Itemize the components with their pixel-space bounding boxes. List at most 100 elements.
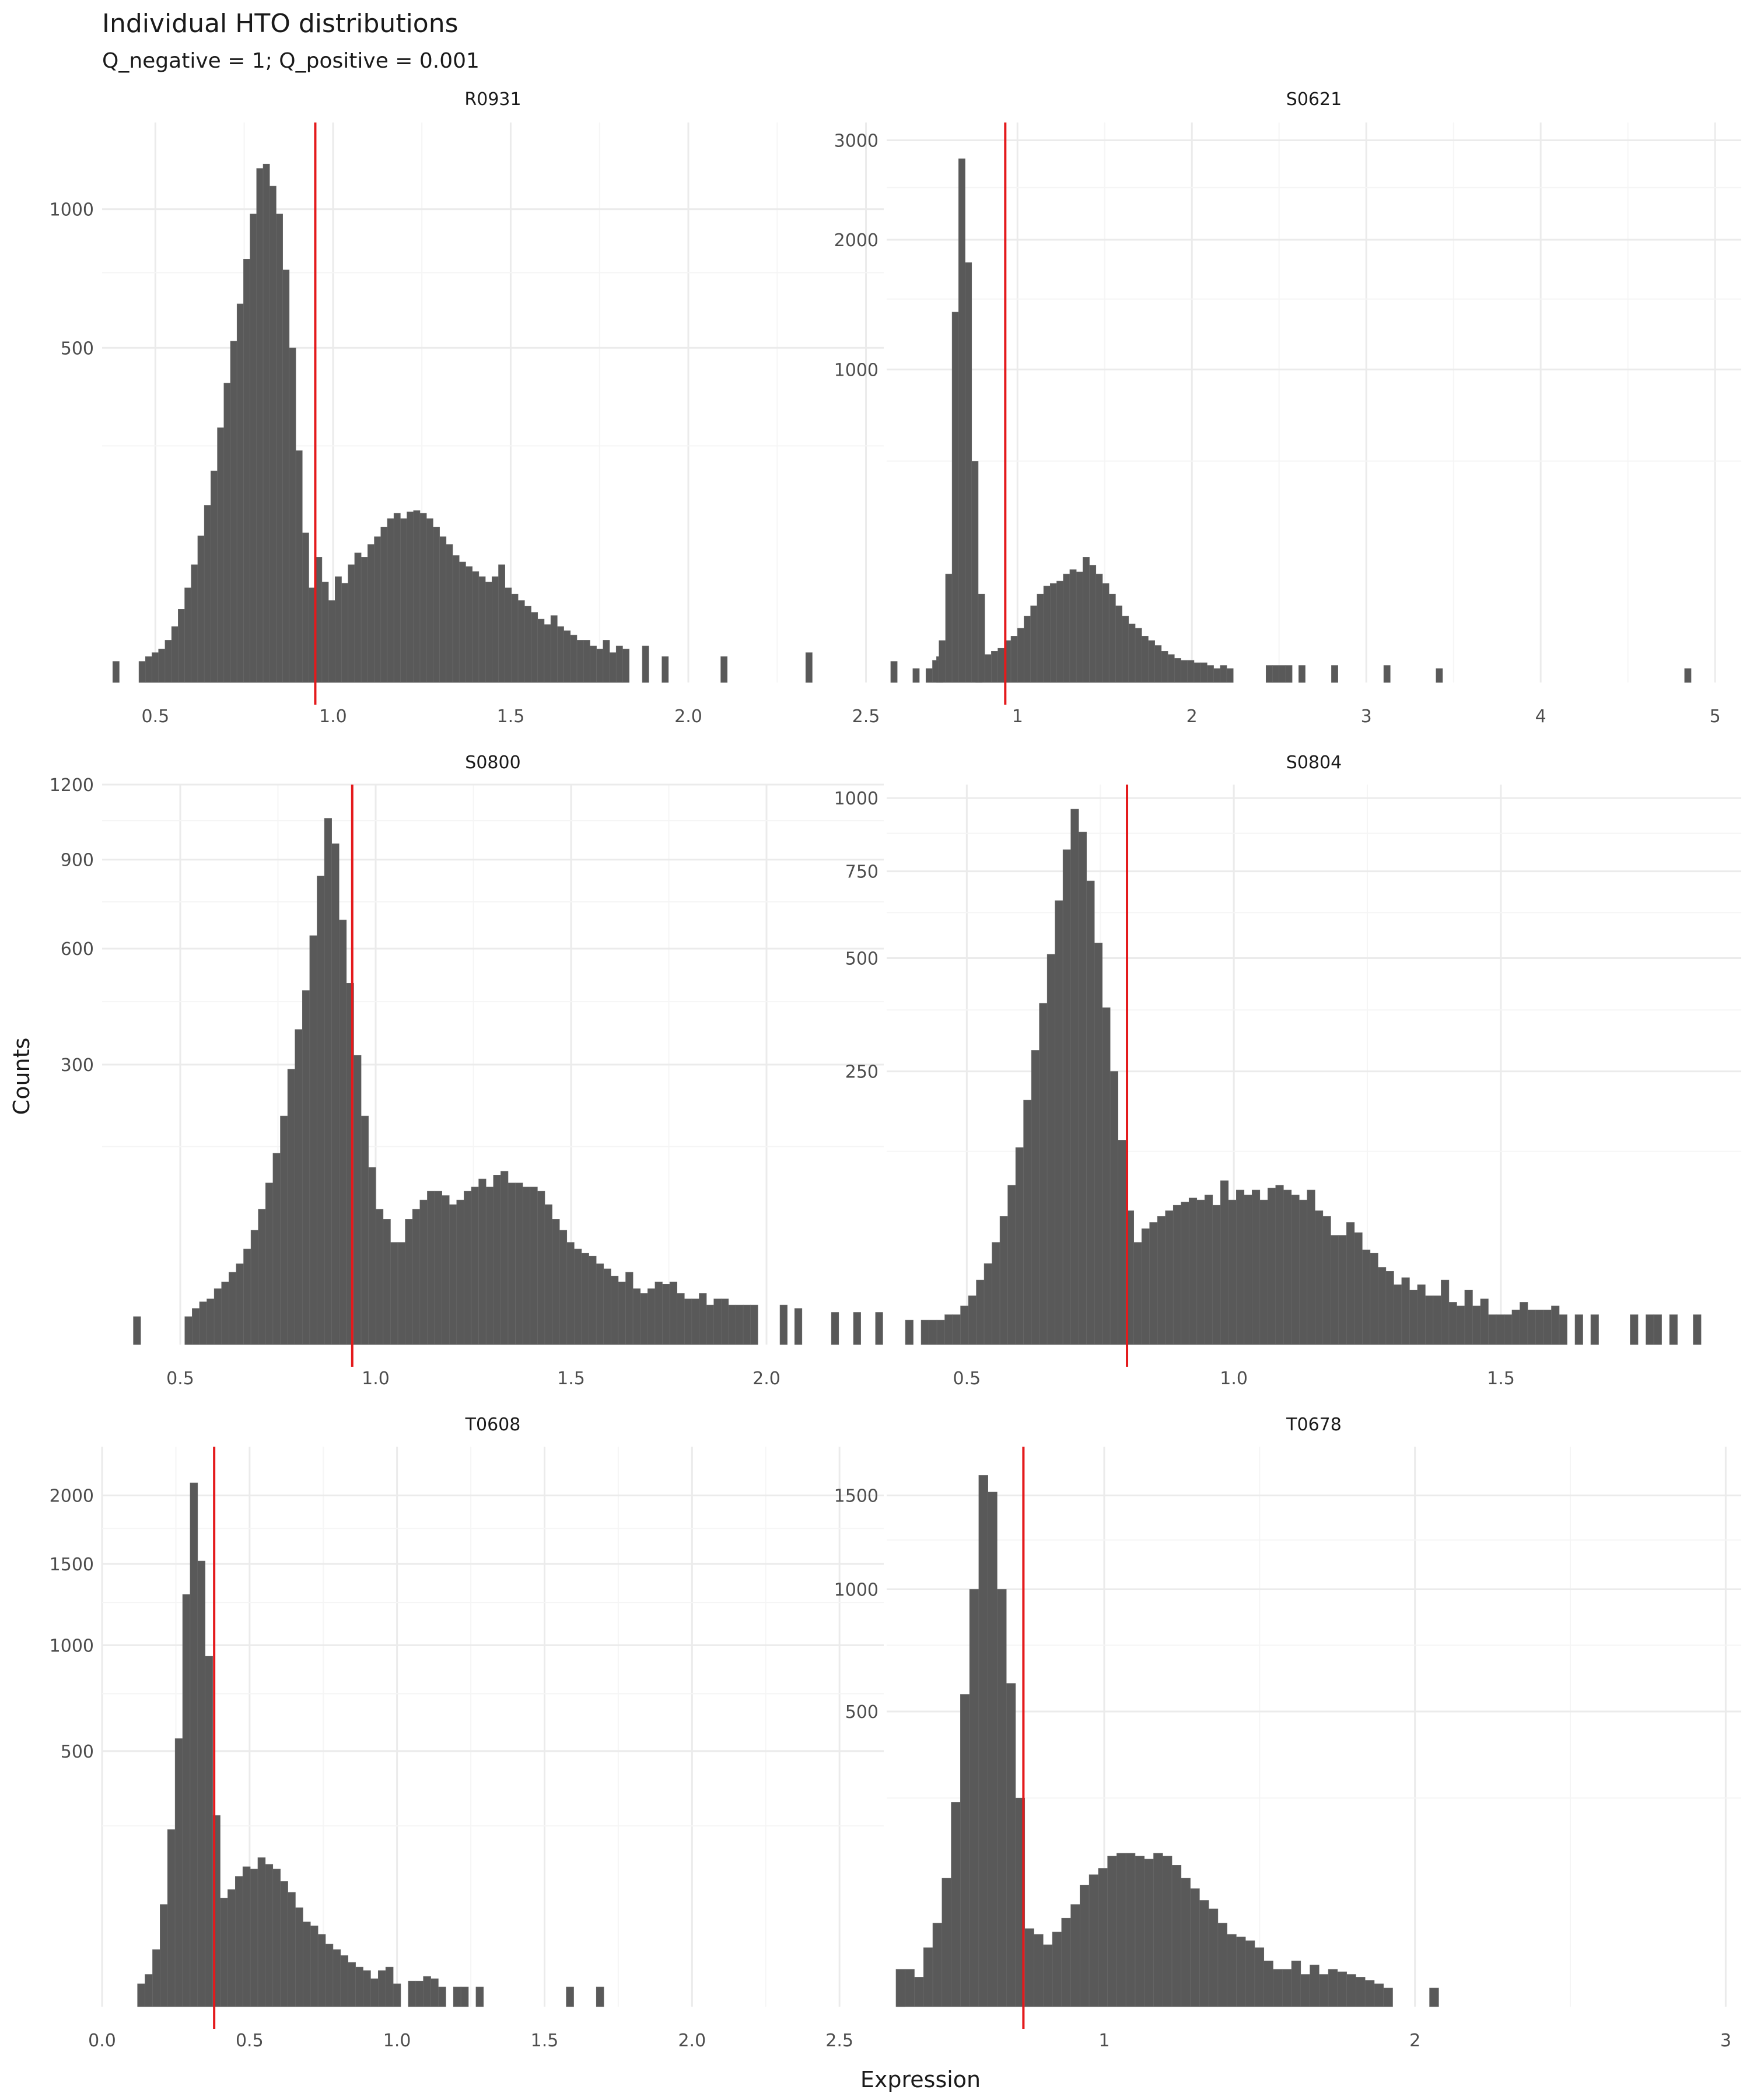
histogram-bar <box>375 1209 384 1345</box>
histogram-bar <box>1267 1188 1276 1345</box>
histogram-bar <box>1070 1904 1080 2007</box>
histogram-bar <box>596 1264 604 1345</box>
histogram-bar <box>258 1209 266 1345</box>
histogram-bar <box>912 668 920 683</box>
histogram-bar <box>1141 636 1149 683</box>
panel-t0608: T0608 0.0 0.5 1.0 1.5 2.0 2.5 500 1000 1500 2000 <box>50 1415 905 2051</box>
histogram-bar <box>1030 606 1038 683</box>
histogram-bar <box>914 1977 924 2007</box>
histogram-bar <box>214 1288 222 1345</box>
histogram-bar <box>164 640 172 683</box>
histogram-bar <box>1338 1235 1347 1345</box>
x-tick-label: 1 <box>1012 706 1023 727</box>
panel-s0800: S0800 0.5 1.0 1.5 2.0 300 600 900 1200 <box>50 752 884 1389</box>
histogram-bar <box>1204 1195 1213 1345</box>
histogram-bar <box>1298 665 1306 683</box>
histogram-bar <box>1472 1306 1481 1345</box>
histogram-bar <box>152 1949 160 2007</box>
histogram-bar <box>459 561 466 683</box>
x-tick-label: 0.5 <box>953 1368 981 1389</box>
histogram-bar <box>1094 943 1102 1345</box>
panel-title: S0804 <box>1286 752 1342 773</box>
histogram-bar <box>433 527 440 683</box>
histogram-bar <box>1165 1210 1174 1345</box>
histogram-bar <box>1300 1974 1310 2007</box>
histogram-bar <box>1172 1205 1182 1345</box>
histogram-bar <box>442 1195 450 1345</box>
histogram-bar <box>221 1282 229 1345</box>
histogram-bar <box>405 1219 413 1345</box>
histogram-bar <box>380 527 388 683</box>
histogram-bar <box>805 652 813 683</box>
histogram-bar <box>677 1293 685 1345</box>
panel-title: T0678 <box>1286 1415 1342 1435</box>
histogram-bar <box>385 1966 394 2007</box>
x-tick-label: 0.0 <box>88 2031 116 2051</box>
histogram-bar <box>984 1263 992 1345</box>
histogram-bar <box>1291 1195 1300 1345</box>
histogram-bar <box>570 635 578 683</box>
histogram-bar <box>265 1864 274 2007</box>
histogram-bar <box>1043 586 1051 683</box>
histogram-bar <box>958 158 965 683</box>
histogram-bar <box>1023 1100 1032 1345</box>
x-tick-label: 3 <box>1720 2031 1731 2051</box>
histogram-bar <box>303 1922 311 2007</box>
histogram-bar <box>988 1492 998 2007</box>
histogram-bar <box>1299 1199 1308 1345</box>
histogram-bar <box>272 1868 281 2007</box>
histogram-bar <box>505 587 512 683</box>
y-tick-label: 1200 <box>50 775 94 796</box>
histogram-bar <box>1244 1195 1252 1345</box>
histogram-bar <box>1049 583 1057 683</box>
histogram-bar <box>978 1475 988 2007</box>
x-tick-label: 0.5 <box>142 706 170 727</box>
y-tick-label: 900 <box>61 850 94 871</box>
y-tick-label: 1000 <box>50 200 94 220</box>
histogram-bar <box>1394 1284 1402 1345</box>
histogram-bar <box>1006 1683 1016 2007</box>
histogram-bar <box>1693 1314 1702 1345</box>
x-tick-label: 2.0 <box>674 706 702 727</box>
histogram-bar <box>368 544 374 683</box>
histogram-bar <box>1356 1977 1366 2007</box>
histogram-bar <box>1217 1923 1227 2007</box>
histogram-bar <box>1055 900 1063 1345</box>
histogram-bar <box>720 1298 729 1345</box>
histogram-bar <box>1457 1306 1465 1345</box>
histogram-bar <box>991 651 998 683</box>
histogram-bar <box>1464 1290 1473 1345</box>
histogram-bar <box>325 1944 334 2007</box>
histogram-bar <box>1630 1314 1639 1345</box>
histogram-bar <box>1346 1974 1356 2007</box>
histogram-bar <box>1052 1931 1062 2007</box>
histogram-bar <box>466 566 473 683</box>
histogram-bar <box>464 1191 472 1345</box>
histogram-bar <box>515 1182 523 1345</box>
histogram-bar <box>923 1947 933 2007</box>
histogram-bar <box>932 1923 943 2007</box>
histogram-bar <box>544 1204 552 1345</box>
histogram-bar <box>999 1216 1008 1345</box>
histogram-bar <box>1162 1856 1172 2007</box>
x-tick-label: 2.5 <box>825 2031 853 2051</box>
histogram-bar <box>1118 1140 1126 1345</box>
histogram-bar <box>257 1857 266 2007</box>
histogram-bar <box>969 1589 979 2007</box>
histogram-bar <box>1383 1987 1393 2007</box>
histogram-bar <box>1102 1007 1111 1345</box>
histogram-bar <box>699 1293 707 1345</box>
histogram-bar <box>1063 573 1070 683</box>
histogram-bar <box>1037 593 1044 683</box>
histogram-bar <box>654 1282 663 1345</box>
histogram-bar <box>1213 668 1221 683</box>
histogram-bar <box>412 1209 421 1345</box>
histogram-bar <box>138 661 146 683</box>
histogram-bar <box>603 1268 611 1345</box>
x-tick-label: 2 <box>1186 706 1198 727</box>
histogram-bar <box>228 1889 236 2007</box>
histogram-bar <box>1429 1987 1439 2007</box>
histogram-bar <box>348 1962 356 2007</box>
histogram-bar <box>1364 1980 1375 2007</box>
